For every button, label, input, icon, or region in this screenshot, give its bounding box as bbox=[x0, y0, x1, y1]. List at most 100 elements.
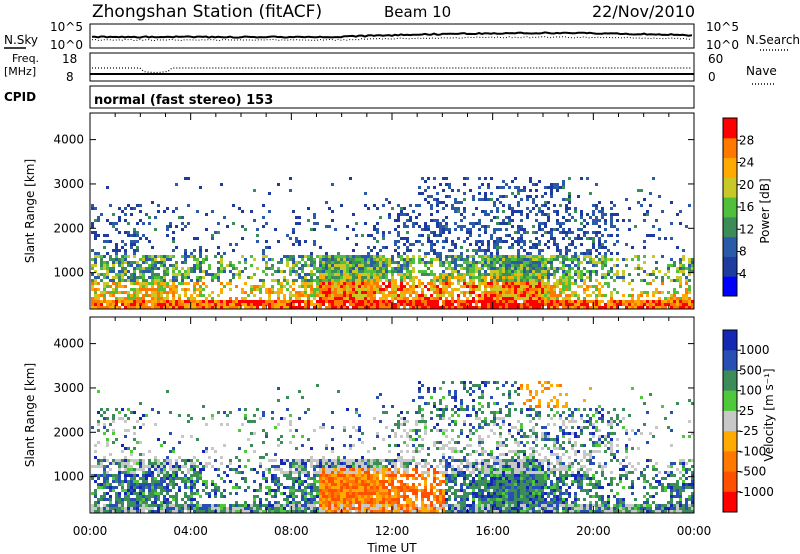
velocity-cell bbox=[235, 504, 238, 507]
power-cell bbox=[505, 285, 508, 288]
velocity-cell bbox=[127, 483, 130, 486]
power-cell bbox=[520, 234, 523, 237]
velocity-cell bbox=[178, 456, 181, 459]
power-cell bbox=[259, 279, 262, 282]
power-cell bbox=[631, 306, 634, 309]
power-cell bbox=[562, 270, 565, 273]
power-cell bbox=[505, 222, 508, 225]
power-cell bbox=[460, 201, 463, 204]
power-cell bbox=[415, 276, 418, 279]
power-cell bbox=[427, 273, 430, 276]
power-cell bbox=[349, 261, 352, 264]
power-cell bbox=[370, 288, 373, 291]
power-cell bbox=[253, 285, 256, 288]
power-cell bbox=[496, 207, 499, 210]
velocity-cell bbox=[157, 474, 160, 477]
power-cell bbox=[304, 303, 307, 306]
power-cell bbox=[295, 216, 298, 219]
velocity-cell bbox=[328, 477, 331, 480]
power-cell bbox=[616, 303, 619, 306]
power-cell bbox=[466, 270, 469, 273]
velocity-cell bbox=[358, 498, 361, 501]
power-cell bbox=[556, 189, 559, 192]
power-cell bbox=[541, 303, 544, 306]
velocity-cell bbox=[358, 471, 361, 474]
power-cell bbox=[295, 294, 298, 297]
power-cell bbox=[412, 270, 415, 273]
power-cell bbox=[565, 204, 568, 207]
power-cell bbox=[370, 270, 373, 273]
power-cell bbox=[688, 258, 691, 261]
power-cell bbox=[529, 258, 532, 261]
power-cell bbox=[346, 294, 349, 297]
noise-panel: N.Sky 10^5 10^0 10^5 10^0 N.Search bbox=[4, 20, 800, 52]
velocity-cell bbox=[172, 498, 175, 501]
velocity-cell bbox=[94, 504, 97, 507]
velocity-cell bbox=[379, 483, 382, 486]
power-cell bbox=[364, 303, 367, 306]
power-cell bbox=[196, 237, 199, 240]
velocity-cell bbox=[310, 465, 313, 468]
velocity-cell bbox=[112, 417, 115, 420]
velocity-cell bbox=[337, 492, 340, 495]
power-cell bbox=[439, 252, 442, 255]
power-cell bbox=[598, 282, 601, 285]
power-cell bbox=[388, 294, 391, 297]
power-cell bbox=[475, 276, 478, 279]
velocity-cell bbox=[133, 426, 136, 429]
power-cell bbox=[523, 300, 526, 303]
power-cell bbox=[565, 249, 568, 252]
velocity-cell bbox=[301, 435, 304, 438]
power-cell bbox=[610, 201, 613, 204]
velocity-cell bbox=[316, 507, 319, 510]
power-cell bbox=[370, 285, 373, 288]
power-cell bbox=[154, 273, 157, 276]
velocity-cell bbox=[283, 498, 286, 501]
power-cell bbox=[277, 294, 280, 297]
power-cell bbox=[511, 210, 514, 213]
power-cell bbox=[109, 300, 112, 303]
power-cell bbox=[448, 282, 451, 285]
power-cell bbox=[427, 225, 430, 228]
velocity-cell bbox=[202, 483, 205, 486]
power-cell bbox=[397, 306, 400, 309]
power-cell bbox=[466, 303, 469, 306]
power-cell bbox=[388, 213, 391, 216]
velocity-cell bbox=[367, 471, 370, 474]
velocity-cell bbox=[364, 462, 367, 465]
velocity-cell bbox=[361, 480, 364, 483]
power-cell bbox=[487, 249, 490, 252]
power-cell bbox=[661, 291, 664, 294]
power-cell bbox=[682, 273, 685, 276]
velocity-cell bbox=[310, 477, 313, 480]
power-cell bbox=[106, 261, 109, 264]
power-cell bbox=[103, 300, 106, 303]
power-cell bbox=[145, 267, 148, 270]
power-cell bbox=[562, 231, 565, 234]
power-cell bbox=[361, 276, 364, 279]
velocity-cell bbox=[259, 456, 262, 459]
power-cell bbox=[277, 183, 280, 186]
velocity-cell bbox=[298, 465, 301, 468]
power-cell bbox=[688, 297, 691, 300]
power-cell bbox=[538, 258, 541, 261]
velocity-cell bbox=[382, 486, 385, 489]
power-cell bbox=[406, 303, 409, 306]
power-cell bbox=[256, 300, 259, 303]
power-cell bbox=[91, 249, 94, 252]
power-cell bbox=[541, 195, 544, 198]
power-cell bbox=[406, 282, 409, 285]
velocity-cell bbox=[271, 474, 274, 477]
velocity-cell bbox=[331, 480, 334, 483]
power-cell bbox=[583, 225, 586, 228]
velocity-cell bbox=[265, 492, 268, 495]
power-colorbar-tick-label: 12 bbox=[739, 222, 754, 236]
power-cell bbox=[403, 267, 406, 270]
power-cell bbox=[142, 294, 145, 297]
power-cell bbox=[379, 279, 382, 282]
velocity-cell bbox=[178, 468, 181, 471]
power-cell bbox=[115, 300, 118, 303]
velocity-cell bbox=[367, 507, 370, 510]
velocity-cell bbox=[202, 507, 205, 510]
noise-panel-frame bbox=[89, 23, 695, 49]
